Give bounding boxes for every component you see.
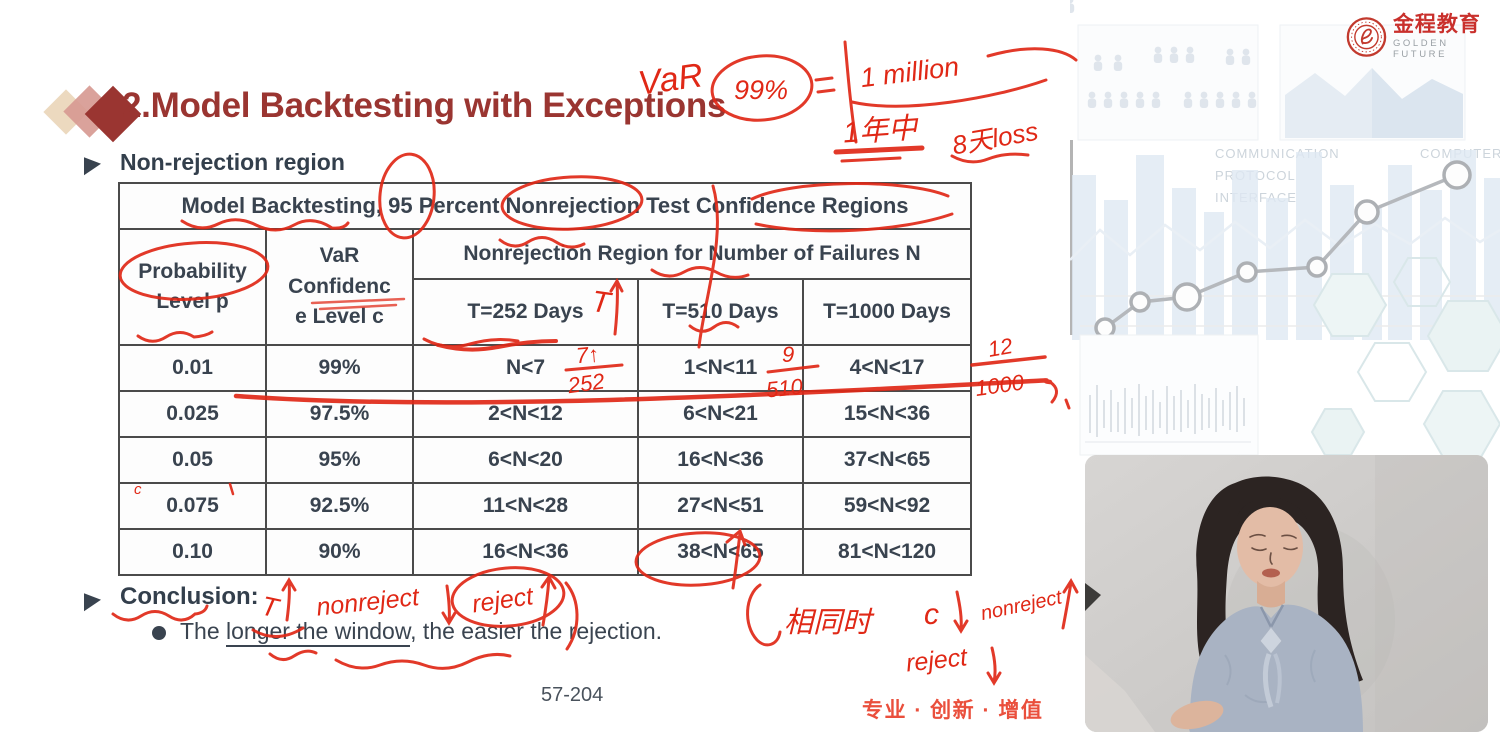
- annotation-same-time: 相同时: [784, 607, 875, 639]
- conclusion-pre: The: [180, 618, 227, 644]
- cell-t252: 6<N<20: [412, 436, 639, 484]
- presenter-illustration: [1085, 455, 1488, 732]
- conclusion-heading: Conclusion:: [120, 583, 259, 610]
- annotation-loss: 8天loss: [950, 116, 1041, 161]
- logo-name-en: GOLDEN FUTURE: [1392, 38, 1449, 60]
- annotation-nonreject-down: nonreject: [315, 583, 421, 622]
- cell-p: 0.01: [118, 344, 267, 392]
- year-underline-2: [840, 156, 902, 163]
- table-row: 0.025 97.5% 2<N<12 6<N<21 15<N<36: [118, 390, 973, 438]
- cell-p: 0.05: [118, 436, 267, 484]
- cell-c: 97.5%: [265, 390, 414, 438]
- logo-name-cn: 金程教育: [1392, 13, 1481, 36]
- table-row: 0.10 90% 16<N<36 38<N<65 81<N<120: [118, 528, 973, 576]
- wave-rejection: [334, 653, 512, 670]
- cell-c: 90%: [265, 528, 414, 576]
- cell-t510: 38<N<65: [637, 528, 804, 576]
- annotation-99pct: 99%: [734, 75, 788, 105]
- page-title: 2.Model Backtesting with Exceptions: [122, 86, 727, 125]
- cell-t252: 2<N<12: [412, 390, 639, 438]
- fraction-bar-1000: [970, 355, 1047, 367]
- cell-t510: 27<N<51: [637, 482, 804, 530]
- annotation-reject-down: reject: [905, 643, 970, 677]
- divider-stroke: [843, 40, 858, 144]
- col-header-t1000: T=1000 Days: [801, 278, 973, 346]
- cell-p: 0.10: [118, 528, 267, 576]
- col-header-probability: Probability Level p: [118, 228, 267, 346]
- arrow-up-nonreject: [1061, 578, 1079, 630]
- cell-t1000: 81<N<120: [801, 528, 973, 576]
- cell-t1000: 59<N<92: [801, 482, 973, 530]
- backtesting-table: Model Backtesting, 95 Percent Nonrejecti…: [117, 182, 973, 576]
- million-underline: [850, 78, 1048, 108]
- annotation-year: 1年中: [842, 112, 920, 149]
- row1-underline-hook: [1048, 380, 1071, 410]
- table-row: 0.01 99% N<7 1<N<11 4<N<17: [118, 344, 973, 392]
- cell-t510: 6<N<21: [637, 390, 804, 438]
- annotation-c-down: c: [924, 598, 939, 631]
- people-infographic-panel: [1070, 0, 1259, 141]
- cell-p: 0.025: [118, 390, 267, 438]
- logo-seal-icon: [1346, 17, 1387, 57]
- annotation-reject-up: reject: [470, 582, 535, 618]
- year-underline: [833, 145, 925, 155]
- cell-c: 99%: [265, 344, 414, 392]
- gridlines: [1080, 295, 1500, 327]
- frac1000-num: 12: [986, 333, 1014, 362]
- conclusion-arrow-icon: [84, 590, 101, 612]
- conclusion-bullet: The longer the window, the easier the re…: [152, 618, 663, 647]
- section-heading: Non-rejection region: [120, 149, 345, 175]
- candlestick-panel: [1079, 334, 1259, 456]
- bullet-dot-icon: [152, 626, 166, 640]
- arrow-down-c: [953, 590, 969, 634]
- cell-t252: 11<N<28: [412, 482, 639, 530]
- col-header-group: Nonrejection Region for Number of Failur…: [411, 228, 973, 280]
- area-chart-panel: [1279, 24, 1466, 141]
- conclusion-underlined: longer the window: [226, 618, 411, 647]
- cell-c: 95%: [265, 436, 414, 484]
- cell-t1000: 15<N<36: [801, 390, 973, 438]
- page-number: 57-204: [541, 684, 604, 706]
- cell-t1000: 4<N<17: [801, 344, 973, 392]
- cell-t510: 1<N<11: [637, 344, 804, 392]
- col-header-var-confidence: VaR Confidenc e Level c: [265, 228, 414, 346]
- table-caption: Model Backtesting, 95 Percent Nonrejecti…: [117, 182, 973, 230]
- annotation-nonreject-up: nonreject: [979, 586, 1065, 625]
- webcam-video: [1085, 455, 1488, 732]
- col-header-t252: T=252 Days: [412, 278, 639, 346]
- equals-strokes: [814, 76, 836, 94]
- cell-t252: 16<N<36: [412, 528, 639, 576]
- cell-t1000: 37<N<65: [801, 436, 973, 484]
- cell-p: 0.075: [118, 482, 267, 530]
- cell-t510: 16<N<36: [637, 436, 804, 484]
- conclusion-text: The longer the window, the easier the re…: [180, 618, 663, 647]
- table-row: 0.05 95% 6<N<20 16<N<36 37<N<65: [118, 436, 973, 484]
- footer-slogan: 专业 · 创新 · 增值: [862, 699, 1044, 722]
- background-graphics: COMMUNICATION PROTOCOL INTERFACE COMPUTE…: [1070, 0, 1500, 458]
- loop-doodle: [746, 583, 782, 647]
- arrow-up-t: [281, 577, 297, 622]
- col-header-t510: T=510 Days: [637, 278, 804, 346]
- frac1000-den: 1000: [973, 369, 1026, 401]
- conclusion-post: , the easier the rejection.: [410, 618, 663, 644]
- million-flourish: [986, 47, 1078, 62]
- squiggle-window: [268, 649, 318, 661]
- brand-logo: 金程教育 GOLDEN FUTURE: [1346, 14, 1500, 60]
- cell-t252: N<7: [412, 344, 639, 392]
- section-arrow-icon: [84, 154, 101, 176]
- background-edge-line: [1070, 140, 1073, 335]
- zigzag-line: [1070, 216, 1500, 261]
- loss-squiggle: [950, 152, 1030, 164]
- annotation-million: 1 million: [859, 51, 961, 93]
- table-row: 0.075 92.5% 11<N<28 27<N<51 59<N<92: [118, 482, 973, 530]
- cell-c: 92.5%: [265, 482, 414, 530]
- line-chart-background: [1094, 160, 1472, 339]
- arrow-down-reject: [986, 646, 1002, 686]
